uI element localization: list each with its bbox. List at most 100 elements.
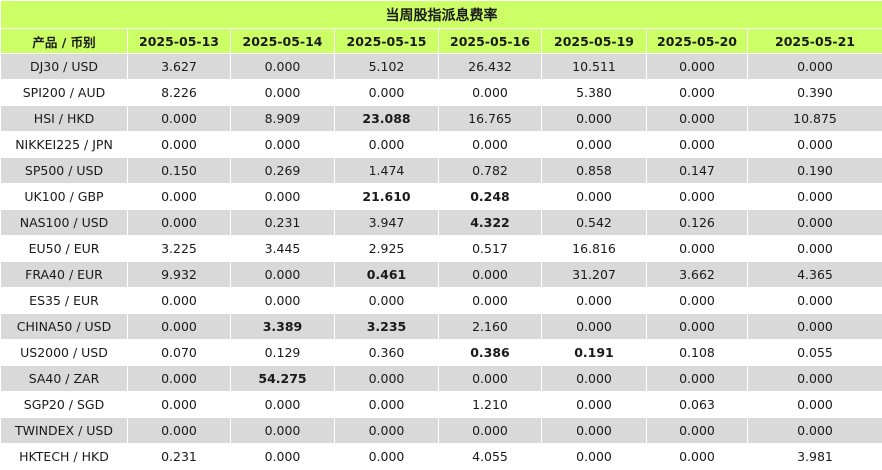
rate-cell: 0.000	[128, 106, 231, 132]
rate-cell: 0.000	[542, 288, 647, 314]
rate-cell: 3.389	[231, 314, 335, 340]
rate-cell: 0.000	[439, 80, 542, 106]
rate-cell: 0.248	[439, 184, 542, 210]
rate-cell: 0.517	[439, 236, 542, 262]
rate-cell: 0.000	[647, 236, 748, 262]
product-cell: SPI200 / AUD	[1, 80, 128, 106]
rate-cell: 0.000	[335, 288, 439, 314]
rate-cell: 0.000	[231, 184, 335, 210]
product-cell: SP500 / USD	[1, 158, 128, 184]
rate-cell: 0.000	[647, 132, 748, 158]
rate-cell: 0.000	[231, 262, 335, 288]
rate-cell: 0.000	[748, 132, 882, 158]
rate-cell: 0.147	[647, 158, 748, 184]
column-header-date: 2025-05-14	[231, 29, 335, 54]
rate-cell: 0.000	[647, 54, 748, 80]
rate-cell: 0.231	[231, 210, 335, 236]
rate-cell: 0.000	[748, 366, 882, 392]
rate-cell: 0.000	[647, 288, 748, 314]
rate-cell: 0.000	[647, 106, 748, 132]
rate-cell: 0.231	[128, 444, 231, 470]
rate-cell: 0.000	[748, 54, 882, 80]
rate-cell: 0.000	[542, 444, 647, 470]
table-title: 当周股指派息费率	[1, 1, 882, 29]
rate-cell: 0.000	[748, 392, 882, 418]
rate-cell: 0.000	[748, 210, 882, 236]
rate-cell: 0.000	[128, 314, 231, 340]
rate-cell: 0.360	[335, 340, 439, 366]
rate-cell: 0.000	[647, 444, 748, 470]
rate-cell: 0.461	[335, 262, 439, 288]
product-cell: US2000 / USD	[1, 340, 128, 366]
product-cell: HKTECH / HKD	[1, 444, 128, 470]
column-header-date: 2025-05-15	[335, 29, 439, 54]
rate-cell: 0.000	[335, 418, 439, 444]
rate-cell: 23.088	[335, 106, 439, 132]
product-cell: TWINDEX / USD	[1, 418, 128, 444]
product-cell: NAS100 / USD	[1, 210, 128, 236]
rate-cell: 4.322	[439, 210, 542, 236]
rate-cell: 26.432	[439, 54, 542, 80]
rate-cell: 0.782	[439, 158, 542, 184]
rate-cell: 0.000	[128, 184, 231, 210]
rate-cell: 0.000	[439, 262, 542, 288]
rate-cell: 0.000	[542, 392, 647, 418]
rate-cell: 9.932	[128, 262, 231, 288]
rate-cell: 0.542	[542, 210, 647, 236]
rate-cell: 0.000	[128, 392, 231, 418]
rate-cell: 0.858	[542, 158, 647, 184]
rate-cell: 1.210	[439, 392, 542, 418]
rate-cell: 0.386	[439, 340, 542, 366]
rate-cell: 0.000	[231, 392, 335, 418]
product-cell: SA40 / ZAR	[1, 366, 128, 392]
rate-cell: 21.610	[335, 184, 439, 210]
rate-cell: 16.816	[542, 236, 647, 262]
rate-cell: 8.909	[231, 106, 335, 132]
rate-cell: 10.875	[748, 106, 882, 132]
rate-cell: 0.000	[748, 236, 882, 262]
rate-cell: 0.000	[542, 314, 647, 340]
column-header-date: 2025-05-13	[128, 29, 231, 54]
rate-cell: 0.129	[231, 340, 335, 366]
product-cell: FRA40 / EUR	[1, 262, 128, 288]
rate-cell: 0.000	[231, 444, 335, 470]
rate-cell: 0.000	[439, 418, 542, 444]
rate-cell: 3.627	[128, 54, 231, 80]
rate-cell: 1.474	[335, 158, 439, 184]
rate-cell: 0.000	[748, 314, 882, 340]
rate-cell: 0.000	[542, 366, 647, 392]
rate-cell: 3.981	[748, 444, 882, 470]
rate-cell: 54.275	[231, 366, 335, 392]
rate-cell: 0.000	[128, 132, 231, 158]
rate-cell: 0.000	[231, 54, 335, 80]
rate-cell: 3.235	[335, 314, 439, 340]
rate-cell: 0.000	[231, 288, 335, 314]
rate-cell: 0.000	[439, 288, 542, 314]
rate-cell: 0.000	[647, 366, 748, 392]
rate-cell: 10.511	[542, 54, 647, 80]
rate-cell: 0.000	[335, 132, 439, 158]
rate-cell: 0.000	[647, 184, 748, 210]
product-cell: NIKKEI225 / JPN	[1, 132, 128, 158]
product-cell: HSI / HKD	[1, 106, 128, 132]
rate-cell: 0.269	[231, 158, 335, 184]
rate-cell: 0.000	[335, 80, 439, 106]
column-header-date: 2025-05-19	[542, 29, 647, 54]
rate-cell: 8.226	[128, 80, 231, 106]
rate-cell: 0.000	[647, 80, 748, 106]
product-cell: ES35 / EUR	[1, 288, 128, 314]
rate-cell: 3.225	[128, 236, 231, 262]
product-cell: DJ30 / USD	[1, 54, 128, 80]
rate-cell: 5.380	[542, 80, 647, 106]
rate-cell: 0.126	[647, 210, 748, 236]
rate-cell: 0.191	[542, 340, 647, 366]
rate-cell: 0.000	[542, 184, 647, 210]
